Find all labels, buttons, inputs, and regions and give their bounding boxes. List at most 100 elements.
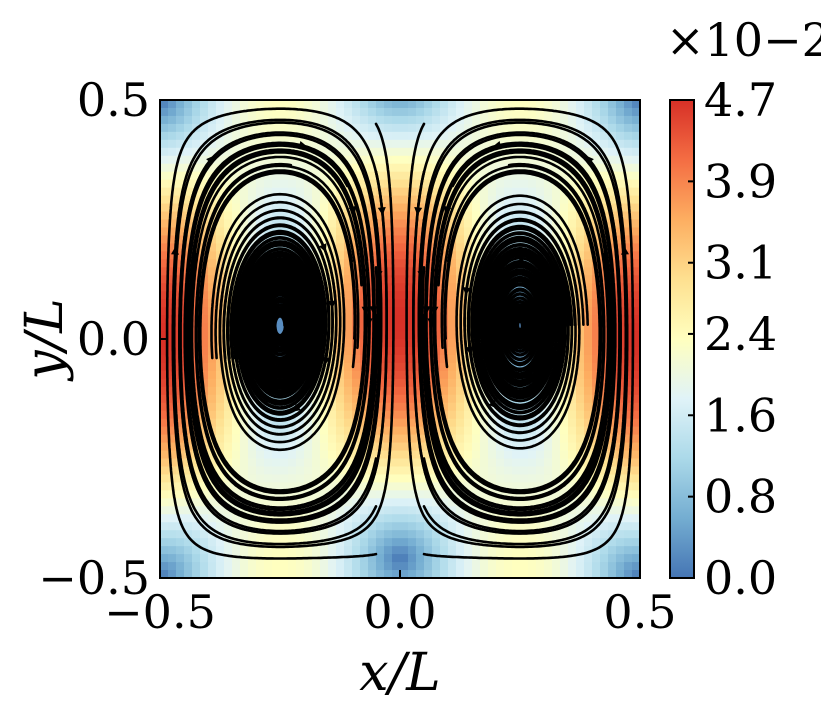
heatmap-cell [592,434,601,444]
heatmap-cell [168,275,177,284]
heatmap-cell [576,139,585,149]
heatmap-cell [200,155,209,165]
heatmap-cell [200,195,209,205]
heatmap-cell [472,267,481,276]
heatmap-cell [280,538,289,547]
heatmap-cell [200,131,209,141]
heatmap-cell [440,243,449,252]
heatmap-cell [280,450,289,460]
heatmap-cell [568,546,577,555]
heatmap-cell [384,267,393,276]
heatmap-cell [224,434,233,444]
heatmap-cell [456,259,465,268]
heatmap-cell [160,211,169,221]
heatmap-cell [504,498,513,507]
heatmap-cell [224,211,233,221]
heatmap-cell [408,546,417,555]
heatmap-cell [568,275,577,284]
heatmap-cell [160,490,169,499]
heatmap-cell [248,155,257,165]
heatmap-cell [528,546,537,555]
heatmap-cell [520,562,529,571]
heatmap-cell [592,115,601,125]
heatmap-cell [376,163,385,173]
heatmap-cell [184,195,193,205]
heatmap-cell [568,554,577,563]
heatmap-cell [448,339,457,348]
heatmap-cell [288,522,297,531]
heatmap-cell [384,490,393,499]
heatmap-cell [464,570,473,578]
heatmap-cell [560,195,569,205]
heatmap-cell [584,450,593,460]
heatmap-cell [552,546,561,555]
heatmap-cell [288,410,297,420]
heatmap-cell [616,522,625,531]
heatmap-cell [232,514,241,523]
heatmap-cell [320,490,329,499]
heatmap-cell [416,546,425,555]
heatmap-cell [424,538,433,547]
heatmap-cell [328,522,337,531]
heatmap-cell [504,394,513,404]
heatmap-cell [184,426,193,436]
heatmap-cell [264,418,273,428]
heatmap-cell [256,434,265,444]
heatmap-cell [624,514,633,523]
heatmap-cell [320,394,329,404]
heatmap-cell [312,530,321,539]
heatmap-cell [616,530,625,539]
heatmap-cell [264,562,273,571]
heatmap-cell [424,514,433,523]
heatmap-cell [632,522,640,531]
heatmap-cell [240,187,249,197]
heatmap-cell [176,179,185,189]
heatmap-cell [560,402,569,412]
heatmap-cell [304,402,313,412]
heatmap-cell [216,187,225,197]
heatmap-cell [176,131,185,141]
heatmap-cell [464,131,473,141]
heatmap-cell [616,402,625,412]
heatmap-cell [344,115,353,125]
heatmap-cell [472,100,481,109]
heatmap-cell [472,434,481,444]
heatmap-cell [536,123,545,133]
heatmap-cell [160,331,169,340]
heatmap-cell [248,466,257,476]
heatmap-cell [240,562,249,571]
heatmap-cell [632,354,640,364]
x-axis-ticks: −0.5 0.0 0.5 [104,570,677,639]
heatmap-cell [576,219,585,229]
heatmap-cell [160,442,169,452]
heatmap-cell [424,171,433,181]
heatmap-cell [296,562,305,571]
heatmap-cell [168,251,177,260]
heatmap-cell [560,131,569,141]
heatmap-cell [616,243,625,252]
heatmap-cell [208,546,217,555]
heatmap-cell [368,538,377,547]
heatmap-cell [400,139,409,149]
heatmap-cell [552,426,561,436]
heatmap-cell [528,402,537,412]
heatmap-cell [536,211,545,221]
heatmap-cell [536,410,545,420]
heatmap-cell [544,426,553,436]
heatmap-cell [368,554,377,563]
heatmap-cell [464,442,473,452]
heatmap-cell [584,514,593,523]
heatmap-cell [432,522,441,531]
heatmap-cell [184,187,193,197]
heatmap-cell [600,203,609,213]
heatmap-cell [448,299,457,308]
heatmap-cell [392,522,401,531]
heatmap-cell [392,506,401,515]
heatmap-cell [304,410,313,420]
heatmap-cell [256,458,265,468]
heatmap-cell [376,514,385,523]
heatmap-cell [512,171,521,181]
heatmap-cell [336,410,345,420]
heatmap-cell [520,490,529,499]
heatmap-cell [488,458,497,468]
